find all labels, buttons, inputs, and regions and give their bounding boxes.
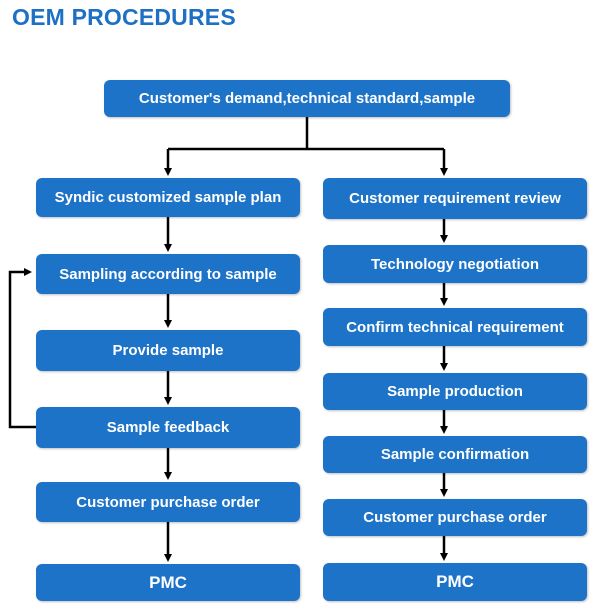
top-box-customer-demand: Customer's demand,technical standard,sam… [104, 80, 510, 117]
left-step-2: Sampling according to sample [36, 254, 300, 294]
right-step-1: Customer requirement review [323, 178, 587, 219]
left-step-6: PMC [36, 564, 300, 601]
page-title: OEM PROCEDURES [12, 4, 236, 30]
left-step-3: Provide sample [36, 330, 300, 371]
right-step-6: Customer purchase order [323, 499, 587, 536]
left-step-4: Sample feedback [36, 407, 300, 448]
right-step-2: Technology negotiation [323, 245, 587, 283]
right-step-5: Sample confirmation [323, 436, 587, 473]
left-step-1: Syndic customized sample plan [36, 178, 300, 217]
right-step-4: Sample production [323, 373, 587, 410]
right-step-7: PMC [323, 563, 587, 601]
feedback-loop [8, 268, 36, 429]
right-step-3: Confirm technical requirement [323, 308, 587, 346]
left-step-5: Customer purchase order [36, 482, 300, 522]
